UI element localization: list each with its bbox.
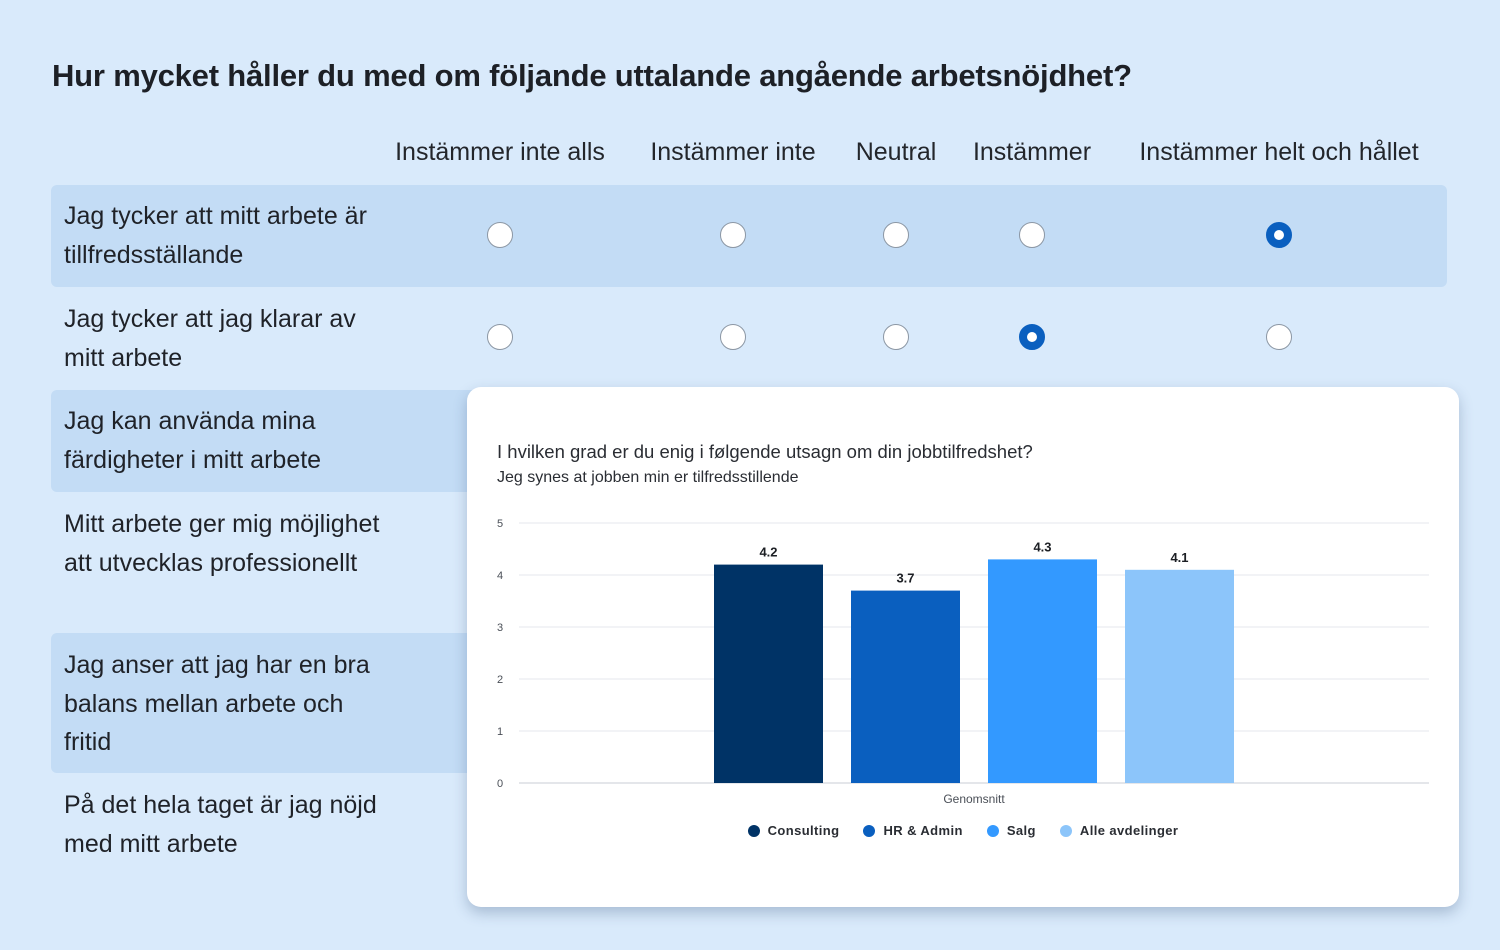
bar-salg — [988, 559, 1097, 783]
radio-row1-strongly-disagree[interactable] — [487, 222, 513, 248]
y-tick-label: 4 — [497, 570, 503, 582]
data-label: 3.7 — [896, 571, 914, 586]
y-tick-label: 1 — [497, 726, 503, 738]
radio-row2-strongly-disagree[interactable] — [487, 324, 513, 350]
radio-row1-neutral[interactable] — [883, 222, 909, 248]
column-header-neutral: Neutral — [855, 138, 937, 166]
column-header-disagree: Instämmer inte — [650, 138, 816, 166]
legend-label: HR & Admin — [883, 823, 963, 838]
legend-dot-icon — [747, 824, 760, 837]
legend-dot-icon — [986, 824, 999, 837]
row-label: På det hela taget är jag nöjd med mitt a… — [64, 791, 377, 858]
bar-consulting — [714, 564, 823, 783]
legend-item[interactable]: Consulting — [747, 823, 840, 838]
column-header-agree: Instämmer — [972, 138, 1092, 166]
data-label: 4.3 — [1033, 539, 1051, 554]
radio-row1-disagree[interactable] — [720, 222, 746, 248]
radio-row2-strongly-agree[interactable] — [1266, 324, 1292, 350]
legend-item[interactable]: Alle avdelinger — [1059, 823, 1179, 838]
radio-row2-disagree[interactable] — [720, 324, 746, 350]
y-tick-label: 5 — [497, 518, 503, 530]
matrix-row: Jag tycker att mitt arbete är tillfredss… — [51, 185, 1447, 287]
legend-item[interactable]: HR & Admin — [863, 823, 962, 838]
legend-label: Alle avdelinger — [1079, 823, 1179, 838]
legend-dot-icon — [863, 824, 876, 837]
row-label: Jag anser att jag har en bra balans mell… — [64, 651, 370, 756]
x-tick-label: Genomsnitt — [943, 792, 1005, 806]
chart-card: I hvilken grad er du enig i følgende uts… — [467, 387, 1459, 907]
row-label: Jag tycker att mitt arbete är tillfredss… — [64, 202, 367, 269]
question-title: Hur mycket håller du med om följande utt… — [52, 58, 1132, 93]
legend-label: Salg — [1006, 823, 1036, 838]
chart-title: I hvilken grad er du enig i følgende uts… — [497, 441, 1033, 462]
radio-row2-neutral[interactable] — [883, 324, 909, 350]
chart-legend: Consulting HR & Admin Salg Alle avdelinger — [467, 823, 1459, 838]
bar-chart: 0 1 2 3 4 5 4.2 3.7 4.3 4.1 Genomsnitt — [497, 518, 1429, 806]
y-tick-label: 3 — [497, 622, 503, 634]
chart-subtitle: Jeg synes at jobben min er tilfredsstill… — [497, 469, 799, 486]
matrix-row: Mitt arbete ger mig möjlighet att utveck… — [51, 492, 1447, 633]
bar-alle-avdelinger — [1125, 569, 1234, 783]
matrix-row: Jag tycker att jag klarar av mitt arbete — [51, 287, 1447, 390]
row-label: Mitt arbete ger mig möjlighet att utveck… — [64, 510, 380, 577]
radio-row1-strongly-agree[interactable] — [1266, 222, 1292, 248]
matrix-row: På det hela taget är jag nöjd med mitt a… — [51, 773, 1447, 875]
y-tick-label: 2 — [497, 674, 503, 686]
legend-item[interactable]: Salg — [986, 823, 1036, 838]
column-header-strongly-disagree: Instämmer inte alls — [395, 138, 605, 166]
radio-row2-agree[interactable] — [1019, 324, 1045, 350]
legend-dot-icon — [1059, 824, 1072, 837]
bar-hr-admin — [851, 590, 960, 783]
row-label: Jag tycker att jag klarar av mitt arbete — [64, 305, 356, 372]
y-tick-label: 0 — [497, 778, 503, 790]
column-header-strongly-agree: Instämmer helt och hållet — [1139, 138, 1419, 166]
legend-label: Consulting — [767, 823, 840, 838]
data-label: 4.2 — [759, 545, 777, 560]
data-label: 4.1 — [1170, 550, 1188, 565]
row-label: Jag kan använda mina färdigheter i mitt … — [64, 407, 322, 474]
radio-row1-agree[interactable] — [1019, 222, 1045, 248]
